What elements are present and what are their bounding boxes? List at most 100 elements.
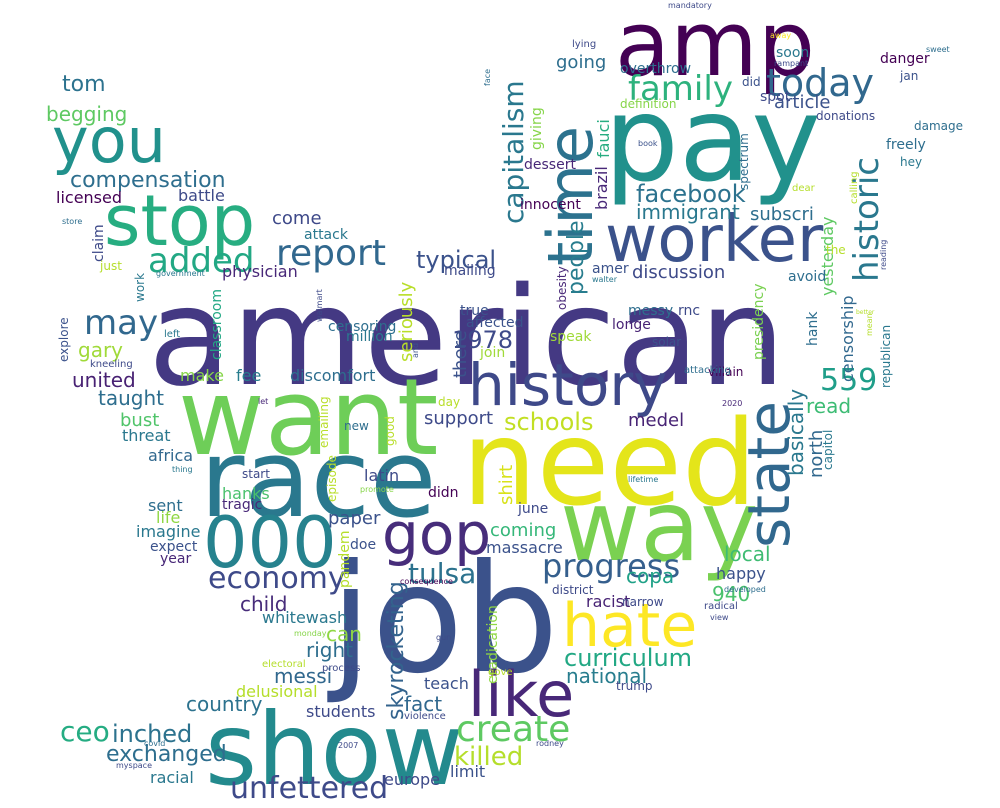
word: create <box>456 709 571 750</box>
word: 1978 <box>452 326 514 354</box>
word: make <box>180 366 224 385</box>
word: compensation <box>70 168 226 193</box>
word: soon <box>776 45 810 61</box>
word: unfettered <box>230 771 389 806</box>
word: today <box>766 61 875 105</box>
word: hate <box>562 591 698 661</box>
word: rampant <box>774 59 809 68</box>
word: book <box>638 139 658 148</box>
word: need <box>462 394 757 532</box>
word: government <box>156 269 205 278</box>
word: happy <box>716 564 766 583</box>
word: tom <box>62 72 106 97</box>
word: speak <box>550 329 592 345</box>
word: you <box>52 104 166 177</box>
word: stop <box>104 180 256 262</box>
word: million <box>346 329 393 345</box>
word: face <box>483 68 492 86</box>
word: view <box>710 613 729 622</box>
word: come <box>272 208 322 229</box>
word: 559 <box>820 363 878 398</box>
word: work <box>133 272 147 302</box>
word: show <box>205 691 464 808</box>
word: affected <box>466 315 524 331</box>
word: history <box>468 351 668 419</box>
word: copa <box>626 564 675 588</box>
word: sent <box>148 496 183 515</box>
word: violence <box>404 711 446 722</box>
word: mailing <box>444 263 496 279</box>
word: article <box>774 92 831 113</box>
word: sweet <box>926 45 950 54</box>
word: classroom <box>209 289 225 360</box>
word: longe <box>612 317 651 333</box>
word: begging <box>46 102 128 126</box>
word: store <box>62 217 83 226</box>
word: fauci <box>594 119 613 158</box>
word: year <box>160 551 192 567</box>
word: doe <box>350 537 377 553</box>
word: mandatory <box>668 1 712 10</box>
word: radical <box>704 601 738 612</box>
word: immigrant <box>636 200 740 224</box>
word: innocent <box>520 197 581 213</box>
word: worker <box>605 203 824 277</box>
word: didn <box>428 485 459 501</box>
word: walmart <box>315 289 324 322</box>
word: monday <box>294 629 327 638</box>
word: gun <box>436 633 452 642</box>
word: subscri <box>750 204 814 225</box>
word: expect <box>150 539 198 555</box>
word: race <box>200 417 437 542</box>
word: family <box>628 69 733 109</box>
word: 2007 <box>338 741 359 750</box>
word: just <box>100 259 122 273</box>
word: report <box>276 233 386 274</box>
word: better <box>856 309 875 316</box>
word: spectrum <box>737 133 751 190</box>
word: hanks <box>222 484 270 503</box>
word: true <box>460 303 489 319</box>
word: censoring <box>328 319 397 335</box>
word: developed <box>724 585 766 594</box>
word: avoid <box>788 269 827 285</box>
word: freely <box>886 137 926 153</box>
word: join <box>480 345 506 361</box>
word: good <box>383 416 397 446</box>
word: danger <box>880 51 930 67</box>
word: left <box>164 329 181 340</box>
word: june <box>518 501 549 517</box>
word: imagine <box>136 522 201 541</box>
word: teach <box>424 674 469 693</box>
word: let <box>258 397 269 406</box>
word: whitewash <box>262 608 348 627</box>
word: curriculum <box>564 644 693 672</box>
word: fee <box>236 366 262 385</box>
word: presidency <box>751 283 767 361</box>
word: life <box>156 508 181 527</box>
word: going <box>556 52 607 73</box>
word: people <box>564 220 589 295</box>
word: brazil <box>592 166 611 210</box>
word: taught <box>98 386 164 410</box>
word: want <box>178 356 439 479</box>
word: emailing <box>317 396 331 448</box>
word: may <box>84 303 159 343</box>
word: away <box>770 31 792 40</box>
word: definition <box>620 97 677 111</box>
word: europe <box>384 770 440 789</box>
word: typical <box>416 246 497 274</box>
word: massacre <box>486 538 563 557</box>
word: messi <box>274 664 333 688</box>
word: lifetime <box>628 475 659 484</box>
word: district <box>552 583 594 597</box>
word: support <box>424 408 494 429</box>
word: lying <box>572 39 597 50</box>
word: gop <box>382 500 492 568</box>
word: and <box>411 342 420 358</box>
word: myspace <box>116 761 152 770</box>
word: battle <box>178 186 225 205</box>
word: covid <box>144 739 166 748</box>
word: trump <box>616 679 653 693</box>
